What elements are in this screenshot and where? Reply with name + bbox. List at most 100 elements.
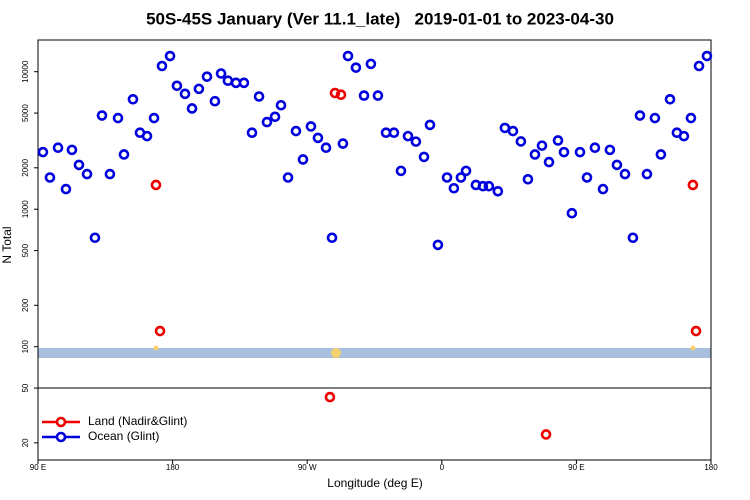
point — [350, 62, 362, 73]
point — [118, 149, 130, 160]
point — [324, 391, 336, 403]
y-tick-label: 20 — [21, 438, 30, 447]
point — [410, 136, 422, 147]
point — [337, 138, 349, 149]
x-axis-label: Longitude (deg E) — [327, 476, 422, 490]
point — [193, 83, 205, 95]
point — [634, 110, 646, 121]
point — [261, 116, 273, 128]
point — [690, 325, 702, 337]
x-tick-label: 0 — [440, 463, 445, 472]
point — [581, 172, 593, 183]
point — [611, 159, 623, 171]
point — [290, 125, 302, 137]
point — [701, 50, 713, 62]
point — [81, 168, 93, 180]
point — [483, 180, 495, 192]
point — [186, 103, 198, 114]
point — [687, 179, 699, 191]
x-tick-label: 180 — [704, 463, 718, 472]
point — [388, 127, 400, 139]
marker-star — [690, 345, 696, 351]
legend-marker — [55, 431, 67, 443]
point — [515, 136, 527, 147]
point — [222, 75, 234, 86]
point — [179, 88, 191, 100]
point — [52, 142, 64, 154]
point — [589, 142, 601, 154]
point — [693, 60, 705, 72]
point — [492, 185, 504, 197]
point — [342, 50, 354, 62]
y-tick-label: 100 — [21, 339, 30, 353]
point — [141, 130, 153, 142]
point — [574, 146, 586, 158]
legend-label: Land (Nadir&Glint) — [88, 414, 187, 428]
point — [432, 239, 444, 251]
point — [395, 165, 407, 177]
marker-star — [153, 345, 159, 351]
point — [641, 168, 653, 180]
legend-marker — [55, 416, 67, 428]
point — [441, 172, 453, 183]
point — [329, 87, 341, 99]
point — [335, 89, 347, 101]
point — [558, 146, 570, 158]
point — [66, 144, 78, 156]
point — [171, 80, 183, 92]
point — [566, 207, 578, 219]
point — [540, 429, 552, 440]
point — [246, 127, 258, 139]
point — [238, 77, 250, 89]
point — [402, 130, 414, 142]
point — [529, 149, 541, 160]
point — [150, 179, 162, 191]
point — [44, 172, 56, 183]
x-tick-label: 180 — [166, 463, 180, 472]
point — [37, 146, 49, 158]
y-tick-label: 2000 — [21, 158, 30, 176]
point — [269, 111, 281, 123]
point — [460, 165, 472, 177]
point — [127, 93, 139, 105]
x-tick-label: 90 E — [30, 463, 46, 472]
point — [597, 183, 609, 195]
plot-frame — [37, 39, 712, 461]
y-axis-label: N Total — [0, 226, 14, 263]
x-tick-label: 90 W — [298, 463, 317, 472]
point — [282, 172, 294, 183]
point — [365, 58, 377, 70]
point — [604, 144, 616, 156]
point — [112, 112, 124, 124]
point — [154, 325, 166, 337]
point — [297, 154, 309, 165]
point — [201, 71, 213, 82]
point — [649, 112, 661, 124]
point — [522, 173, 534, 185]
point — [477, 180, 489, 192]
point — [655, 149, 667, 160]
point — [685, 112, 697, 124]
point — [104, 168, 116, 180]
chart-title: 50S-45S January (Ver 11.1_late) 2019-01-… — [146, 9, 614, 28]
point — [448, 182, 460, 194]
x-tick-label: 90 E — [568, 463, 584, 472]
point — [507, 125, 519, 137]
point — [664, 93, 676, 105]
point — [358, 90, 370, 101]
point — [326, 232, 338, 244]
point — [619, 168, 631, 180]
point — [96, 110, 108, 121]
point — [156, 60, 168, 72]
point — [60, 183, 72, 195]
y-tick-label: 500 — [21, 243, 30, 257]
point — [627, 232, 639, 244]
point — [148, 112, 160, 124]
point — [209, 95, 221, 107]
point — [89, 232, 101, 244]
point — [536, 140, 548, 151]
y-tick-label: 10000 — [21, 60, 30, 83]
point — [418, 151, 430, 163]
point — [320, 142, 332, 154]
